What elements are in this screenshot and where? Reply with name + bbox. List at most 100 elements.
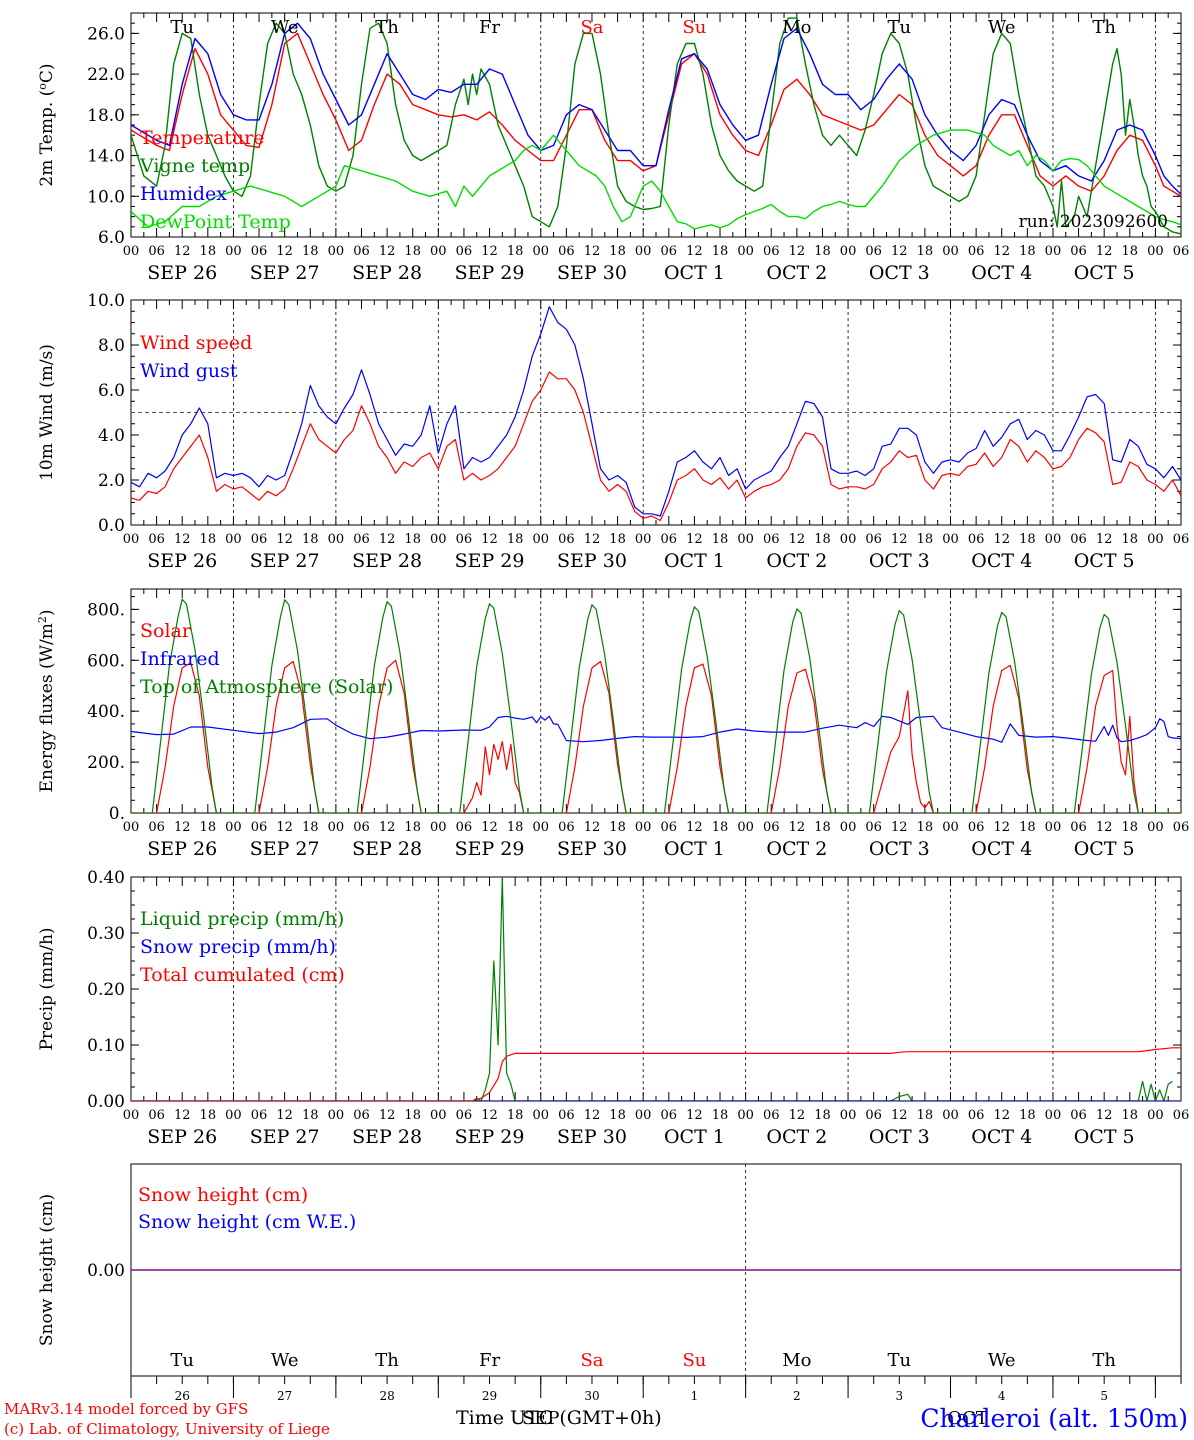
date-label: OCT 5	[1074, 550, 1135, 572]
date-label: OCT 3	[869, 550, 930, 572]
date-label: SEP 26	[147, 550, 217, 572]
date-label: OCT 2	[766, 550, 827, 572]
panel-2: 00 06 12 18 00 06 12 18 00 06 12 18 00 06 12 18 00 06 12 18…	[37, 291, 1190, 572]
hour-tick-label: 18	[814, 820, 831, 835]
weekday-label: We	[271, 1350, 299, 1371]
hour-tick-label: 06	[456, 532, 473, 547]
y-tick-label: 8.0	[98, 336, 125, 356]
hour-tick-label: 00	[328, 244, 345, 259]
hour-tick-label: 06	[353, 820, 370, 835]
date-label: SEP 30	[557, 1126, 627, 1148]
time-axis-label: Time UTC (GMT+0h)	[456, 1407, 662, 1429]
hour-tick-label: 06	[763, 1108, 780, 1123]
y-tick-label: 0.00	[87, 1092, 125, 1112]
date-label: OCT 3	[869, 262, 930, 284]
y-tick-label: 0.40	[87, 868, 125, 888]
series-line	[131, 1047, 1181, 1101]
series-line	[131, 598, 1181, 813]
y-axis-label: 2m Temp. (oC)	[36, 63, 58, 186]
legend-entry: Wind speed	[140, 332, 252, 354]
date-label: SEP 30	[557, 838, 627, 860]
y-tick-label: 14.0	[87, 147, 125, 167]
hour-tick-label: 12	[379, 244, 396, 259]
hour-tick-label: 00	[737, 1108, 754, 1123]
hour-tick-label: 18	[302, 820, 319, 835]
legend-entry: Snow height (cm W.E.)	[138, 1211, 356, 1233]
legend-entry: Snow precip (mm/h)	[140, 936, 336, 958]
series-group	[131, 17, 1181, 235]
date-label: OCT 5	[1074, 838, 1135, 860]
weekday-label: Mo	[782, 1350, 811, 1371]
hour-tick-label: 06	[558, 532, 575, 547]
series-group	[131, 598, 1181, 813]
hour-tick-label: 12	[481, 244, 498, 259]
date-label: OCT 2	[766, 1126, 827, 1148]
hour-tick-label: 12	[584, 820, 601, 835]
hour-tick-label: 06	[661, 244, 678, 259]
day-number-label: 28	[379, 1389, 394, 1403]
hour-tick-label: 18	[609, 1108, 626, 1123]
hour-tick-label: 00	[123, 820, 140, 835]
hour-tick-label: 06	[1173, 532, 1190, 547]
date-label: OCT 1	[664, 550, 725, 572]
hour-tick-label: 00	[532, 244, 549, 259]
date-label: OCT 4	[971, 1126, 1032, 1148]
y-tick-label: 0.10	[87, 1036, 125, 1056]
hour-tick-label: 06	[558, 1108, 575, 1123]
hour-tick-label: 06	[763, 820, 780, 835]
legend-entry: DewPoint Temp	[140, 211, 291, 233]
weekday-label: Th	[1092, 1350, 1116, 1371]
hour-tick-label: 18	[712, 1108, 729, 1123]
weekday-label: We	[988, 17, 1016, 38]
hour-tick-label: 00	[635, 244, 652, 259]
panel-1: 00 06 12 18 00 06 12 18 00 06 12 18 00 06 12 18 00 06 12 18…	[36, 12, 1189, 284]
weekday-label: Th	[1092, 17, 1116, 38]
footer: MARv3.14 model forced by GFS (c) Lab. of…	[4, 1400, 1188, 1438]
hour-tick-label: 00	[430, 532, 447, 547]
series-line	[131, 715, 1181, 743]
date-label: SEP 29	[455, 262, 525, 284]
hour-tick-label: 12	[1096, 244, 1113, 259]
hour-tick-label: 00	[430, 820, 447, 835]
hour-tick-label: 18	[1122, 532, 1139, 547]
legend-entry: Solar	[140, 620, 192, 642]
date-label: OCT 4	[971, 550, 1032, 572]
legend-entry: Vigne temp	[139, 155, 250, 177]
hour-tick-label: 00	[635, 1108, 652, 1123]
hour-tick-label: 06	[1173, 1108, 1190, 1123]
day-number-label: 1	[691, 1389, 699, 1403]
hour-tick-label: 06	[968, 244, 985, 259]
hour-tick-label: 06	[456, 820, 473, 835]
hour-tick-label: 00	[1147, 820, 1164, 835]
hour-tick-label: 06	[661, 532, 678, 547]
date-label: OCT 4	[971, 262, 1032, 284]
hour-tick-label: 12	[789, 1108, 806, 1123]
date-label: SEP 26	[147, 1126, 217, 1148]
hour-tick-label: 12	[174, 1108, 191, 1123]
hour-tick-label: 06	[456, 244, 473, 259]
day-number-label: 5	[1100, 1389, 1108, 1403]
weekday-label: Tu	[887, 17, 911, 38]
panels-layer: 00 06 12 18 00 06 12 18 00 06 12 18 00 06 12 18 00 06 12 18…	[36, 12, 1190, 1429]
date-label: SEP 27	[250, 550, 320, 572]
day-number-label: 29	[482, 1389, 497, 1403]
weekday-label: Fr	[479, 17, 500, 38]
hour-tick-label: 18	[507, 244, 524, 259]
hour-tick-label: 18	[1019, 820, 1036, 835]
station-label: Charleroi (alt. 150m)	[920, 1404, 1188, 1433]
date-label: OCT 3	[869, 838, 930, 860]
hour-tick-label: 00	[430, 244, 447, 259]
hour-tick-label: 00	[123, 244, 140, 259]
hour-tick-label: 00	[840, 1108, 857, 1123]
hour-tick-label: 06	[353, 1108, 370, 1123]
hour-tick-label: 18	[302, 244, 319, 259]
hour-tick-label: 00	[942, 244, 959, 259]
date-label: SEP 26	[147, 838, 217, 860]
hour-tick-label: 06	[251, 244, 268, 259]
series-group	[131, 877, 1181, 1101]
weekday-label: Tu	[887, 1350, 911, 1371]
hour-tick-label: 06	[865, 1108, 882, 1123]
day-number-label: 2	[793, 1389, 801, 1403]
hour-tick-label: 12	[686, 820, 703, 835]
month-label: SEP	[522, 1408, 560, 1429]
